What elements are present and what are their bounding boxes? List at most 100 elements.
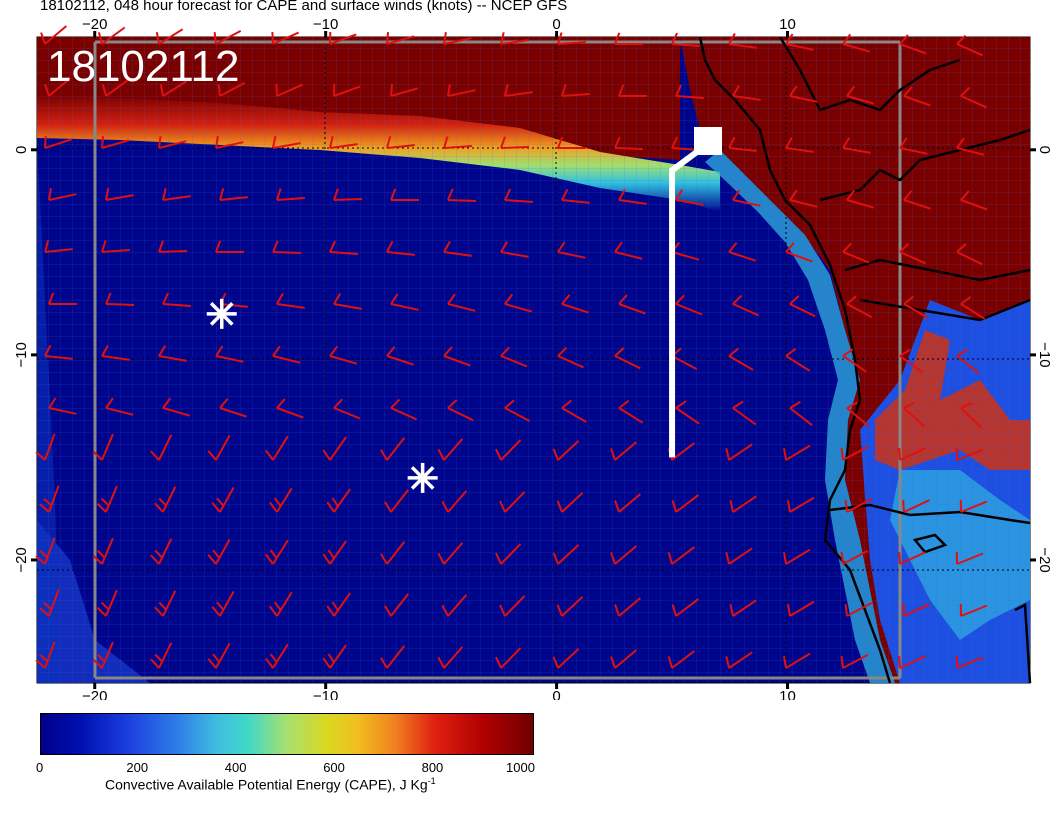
wind-barb	[557, 241, 586, 259]
asterisk-marker-south	[407, 462, 438, 493]
axis-ticks: −20 −20 −10 −10 0 0 10 10 0 0 −10 −10 −20 −20	[13, 16, 1053, 700]
colorbar	[40, 713, 534, 755]
wind-barb	[903, 295, 929, 319]
wind-barb	[960, 402, 982, 429]
wind-barb	[500, 32, 529, 45]
wind-barb	[44, 77, 72, 97]
wind-barb	[333, 83, 361, 97]
run-label: 18102112	[47, 42, 240, 91]
wind-barb	[614, 493, 642, 513]
wind-barb	[443, 32, 472, 45]
lat-tick-right-0: 0	[1036, 146, 1053, 154]
wind-barb	[732, 400, 757, 426]
wind-barb	[215, 136, 244, 149]
wind-barb	[903, 190, 931, 210]
wind-barb	[959, 499, 988, 513]
wind-barb	[105, 188, 134, 201]
wind-barb	[48, 397, 77, 415]
asterisk-marker-west	[206, 298, 237, 329]
wind-barb	[561, 84, 590, 97]
wind-barb	[215, 345, 244, 363]
wind-barb	[842, 242, 870, 264]
wind-barb	[960, 296, 986, 320]
wind-barb	[443, 346, 471, 367]
wind-barb	[437, 646, 464, 669]
wind-barb	[725, 547, 753, 565]
wind-barb	[390, 398, 418, 421]
flight-track	[669, 127, 722, 458]
wind-barb	[499, 595, 526, 617]
coastline	[698, 36, 1032, 684]
wind-barb	[671, 32, 700, 47]
colorbar-label-sup: -1	[427, 776, 436, 786]
wind-barb	[272, 240, 302, 254]
wind-barb	[48, 188, 77, 201]
wind-barb	[732, 294, 760, 317]
wind-barb	[898, 447, 926, 461]
wind-barb	[276, 188, 305, 201]
wind-barb	[899, 137, 928, 155]
graticule	[37, 37, 1030, 683]
wind-barb	[557, 346, 585, 369]
wind-barb	[329, 345, 358, 365]
wind-barb	[552, 544, 580, 565]
wind-barb	[443, 136, 472, 149]
wind-barb	[675, 189, 704, 206]
wind-barb	[610, 545, 638, 565]
lon-tick-top-1: −10	[313, 16, 338, 33]
wind-barb	[441, 490, 468, 513]
wind-barb	[902, 499, 930, 513]
lon-tick-bottom-0: −20	[82, 688, 107, 700]
wind-barb	[154, 486, 177, 513]
wind-barb	[322, 644, 347, 669]
lon-tick-bottom-3: 10	[779, 688, 796, 700]
wind-barb	[101, 240, 130, 253]
wind-barb	[504, 293, 533, 313]
wind-barb	[276, 398, 304, 419]
wind-barb	[787, 600, 815, 617]
wind-barb	[437, 542, 464, 565]
colorbar-tick-0: 0	[36, 760, 44, 775]
wind-barb	[386, 346, 414, 366]
wind-barb	[495, 647, 522, 669]
wind-barb	[35, 641, 56, 669]
wind-barb	[960, 190, 988, 211]
wind-barb	[614, 597, 642, 617]
wind-barb	[500, 346, 528, 368]
wind-barb	[386, 136, 415, 149]
wind-barb	[899, 242, 927, 265]
wind-barb	[39, 589, 60, 617]
wind-barb	[561, 294, 589, 314]
wind-barb	[955, 655, 984, 669]
wind-barb	[846, 189, 875, 209]
lon-tick-bottom-1: −10	[313, 688, 338, 700]
wind-barb	[495, 543, 522, 565]
wind-barb	[384, 489, 409, 513]
wind-barb	[785, 33, 814, 51]
wind-barb	[211, 591, 235, 617]
wind-barb	[899, 348, 924, 374]
wind-barb	[783, 652, 811, 669]
wind-barb	[732, 85, 761, 101]
wind-barb	[728, 136, 757, 152]
wind-barb	[92, 537, 114, 565]
lon-tick-top-2: 0	[552, 16, 560, 33]
colorbar-tick-800: 800	[421, 760, 444, 775]
wind-barb	[269, 487, 293, 513]
wind-barb	[960, 86, 988, 109]
wind-barb	[785, 242, 813, 263]
wind-barb	[207, 643, 231, 669]
wind-barb	[675, 400, 700, 425]
wind-barb	[783, 444, 811, 461]
lat-tick-left-1: −10	[13, 342, 30, 367]
wind-barb	[92, 433, 114, 461]
wind-barb	[561, 399, 587, 423]
wind-barb	[326, 488, 351, 513]
wind-barb	[500, 136, 530, 149]
markers	[206, 298, 438, 493]
wind-barb	[105, 397, 134, 416]
wind-barb	[557, 32, 586, 45]
wind-barbs	[35, 25, 988, 669]
wind-barb	[785, 348, 811, 372]
wind-barb	[618, 189, 647, 205]
